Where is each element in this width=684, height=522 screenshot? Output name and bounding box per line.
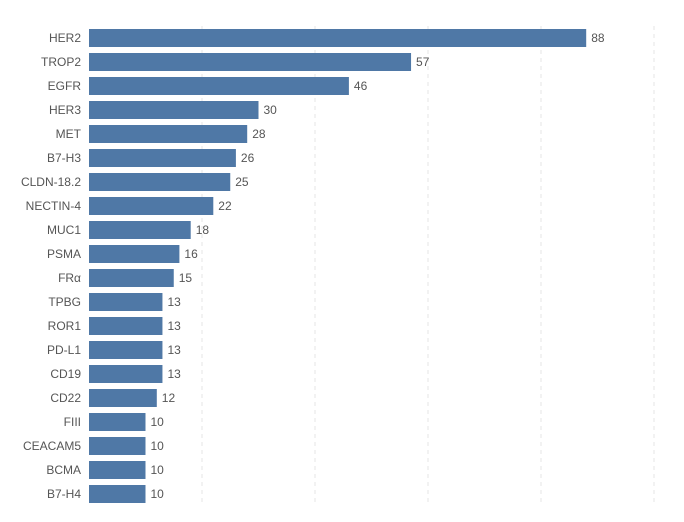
bar-layer [89,29,587,503]
category-label: EGFR [48,79,82,93]
value-label: 15 [179,271,193,285]
bar [89,365,163,383]
category-label: CLDN-18.2 [21,175,81,189]
value-label: 13 [167,343,181,357]
category-label: BCMA [46,463,81,477]
category-label: PSMA [47,247,81,261]
bar [89,197,214,215]
category-label: CD22 [50,391,81,405]
bar [89,125,248,143]
bar [89,413,146,431]
value-label: 25 [235,175,249,189]
category-label: HER2 [49,31,81,45]
bar [89,293,163,311]
category-label: TPBG [48,295,81,309]
value-label: 16 [184,247,198,261]
category-label: HER3 [49,103,81,117]
bar [89,101,259,119]
value-label: 57 [416,55,430,69]
value-label: 30 [264,103,278,117]
value-label: 13 [167,295,181,309]
value-label: 10 [151,439,165,453]
value-label: 13 [167,319,181,333]
value-label: 28 [252,127,266,141]
value-label: 26 [241,151,255,165]
bar [89,437,146,455]
value-label: 46 [354,79,368,93]
label-layer: HER2 88 TROP2 57 EGFR 46 HER3 30 MET 28 B7-H3 26 CLD… [21,31,605,501]
category-label: CEACAM5 [23,439,81,453]
bar [89,245,180,263]
category-label: FIII [64,415,81,429]
bar [89,317,163,335]
category-label: MUC1 [47,223,81,237]
category-label: TROP2 [41,55,81,69]
bar [89,53,412,71]
bar [89,221,191,239]
category-label: ROR1 [48,319,82,333]
value-label: 12 [162,391,176,405]
bar [89,29,587,47]
grid-layer [201,26,655,506]
value-label: 18 [196,223,210,237]
category-label: NECTIN-4 [26,199,82,213]
bar [89,389,157,407]
bar [89,269,174,287]
value-label: 22 [218,199,232,213]
bar [89,461,146,479]
value-label: 10 [151,463,165,477]
bar [89,485,146,503]
value-label: 10 [151,415,165,429]
value-label: 13 [167,367,181,381]
category-label: FRα [58,271,81,285]
bar [89,149,236,167]
bar [89,173,231,191]
category-label: CD19 [50,367,81,381]
category-label: MET [56,127,82,141]
bar [89,341,163,359]
value-label: 88 [591,31,605,45]
category-label: B7-H3 [47,151,81,165]
category-label: B7-H4 [47,487,81,501]
category-label: PD-L1 [47,343,81,357]
value-label: 10 [151,487,165,501]
bar [89,77,349,95]
